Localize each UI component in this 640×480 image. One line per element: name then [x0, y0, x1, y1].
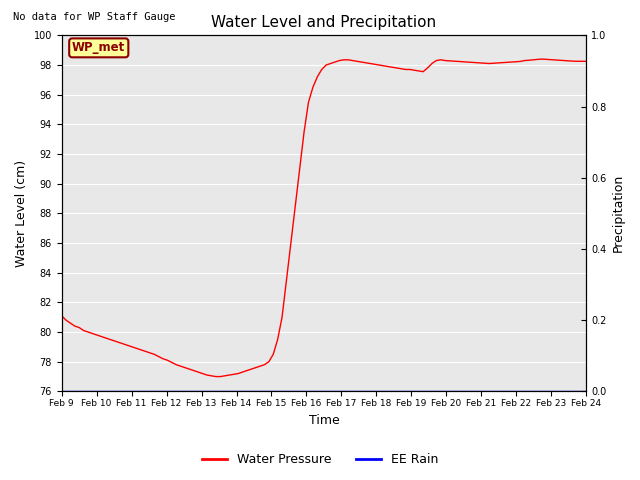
X-axis label: Time: Time [308, 414, 339, 427]
Y-axis label: Precipitation: Precipitation [612, 174, 625, 252]
Legend: Water Pressure, EE Rain: Water Pressure, EE Rain [196, 448, 444, 471]
Title: Water Level and Precipitation: Water Level and Precipitation [211, 15, 436, 30]
Text: No data for WP Staff Gauge: No data for WP Staff Gauge [13, 12, 175, 22]
Text: WP_met: WP_met [72, 41, 125, 54]
Y-axis label: Water Level (cm): Water Level (cm) [15, 160, 28, 267]
